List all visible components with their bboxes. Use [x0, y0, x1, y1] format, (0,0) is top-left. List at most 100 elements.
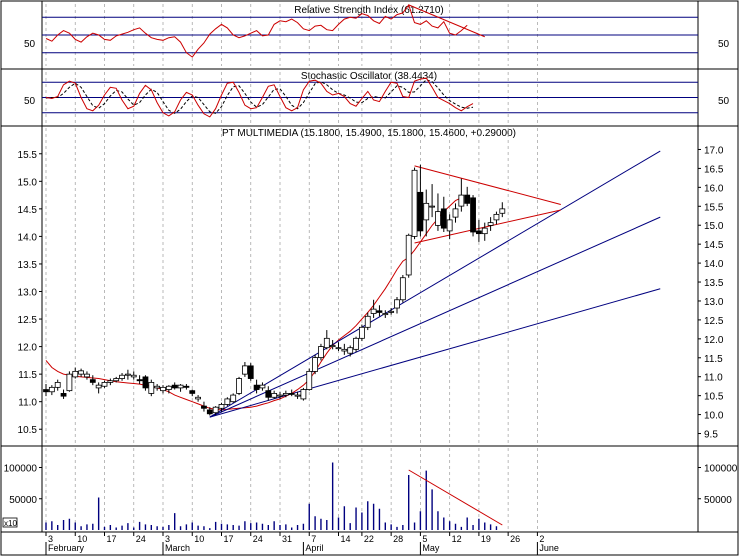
candle-body	[236, 378, 242, 394]
price-right-tick-label: 16.0	[704, 183, 724, 194]
candle-body	[95, 384, 102, 389]
time-axis-day-label: 3	[165, 534, 170, 544]
stochastic-left-50-label: 50	[24, 96, 36, 107]
candle-body	[113, 378, 120, 382]
time-axis-day-label: 17	[107, 534, 117, 544]
candle-body	[306, 370, 313, 390]
time-axis-day-label: 14	[341, 534, 351, 544]
candle-body	[493, 213, 500, 221]
rsi-trend-line-0	[408, 4, 485, 38]
price-right-tick-label: 9.5	[704, 430, 718, 441]
price-left-tick-label: 11.5	[18, 370, 37, 381]
stochastic-title: Stochastic Oscillator (38.4434)	[301, 71, 437, 82]
candle-body	[417, 191, 424, 232]
candle-body	[429, 205, 436, 208]
time-axis-day-label: 22	[364, 534, 374, 544]
candle-body	[247, 365, 254, 379]
rsi-right-50-label: 50	[718, 39, 730, 50]
candle-body	[107, 380, 114, 383]
candle-body	[347, 347, 354, 354]
time-axis-month-label: April	[305, 543, 323, 553]
price-triangle-upper-4	[414, 165, 561, 205]
price-trend-line-3	[209, 288, 661, 418]
price-trend-line-2	[209, 216, 661, 418]
price-left-tick-label: 13.5	[18, 260, 38, 271]
candle-body	[142, 376, 149, 389]
candle-body	[394, 299, 400, 309]
candle-body	[148, 381, 155, 394]
candle-body	[66, 373, 73, 392]
volume-right-tick-label: 100000	[704, 464, 738, 475]
time-axis-day-label: 12	[452, 534, 462, 544]
time-axis-day-label: 10	[194, 534, 204, 544]
candle-body	[177, 384, 184, 389]
candle-body	[341, 348, 348, 352]
time-axis-day-label: 3	[48, 534, 53, 544]
candle-body	[271, 393, 278, 398]
time-axis-day-label: 5	[422, 534, 427, 544]
candle-body	[119, 374, 125, 379]
candle-body	[382, 313, 389, 316]
stochastic-k-line	[45, 77, 474, 118]
price-left-tick-label: 13.0	[18, 288, 38, 299]
price-left-tick-label: 11.0	[18, 398, 37, 409]
candle-body	[277, 394, 283, 397]
stochastic-right-50-label: 50	[718, 96, 730, 107]
volume-left-tick-label: 100000	[4, 464, 38, 475]
candle-body	[312, 357, 319, 372]
candle-body	[475, 230, 482, 235]
candle-body	[241, 365, 248, 375]
candle-body	[370, 308, 377, 314]
candle-body	[171, 384, 178, 389]
price-right-tick-label: 13.5	[704, 278, 724, 289]
candle-body	[189, 390, 196, 394]
price-right-tick-label: 17.0	[704, 145, 724, 156]
candle-body	[101, 381, 108, 387]
candle-body	[224, 398, 231, 405]
candle-body	[282, 393, 289, 396]
price-left-tick-label: 12.5	[18, 315, 38, 326]
price-left-tick-label: 14.5	[18, 205, 38, 216]
candle-body	[487, 222, 494, 226]
price-right-tick-label: 12.5	[704, 316, 724, 327]
volume-left-tick-label: 50000	[9, 495, 37, 506]
candle-body	[452, 208, 459, 218]
candle-body	[160, 386, 166, 392]
price-right-tick-label: 15.0	[704, 221, 724, 232]
volume-unit-box	[2, 517, 18, 528]
candle-body	[183, 385, 190, 388]
candle-body	[125, 373, 131, 376]
plot-layer: 10.5 11.0 11.5 12.0 12.5 13.0 13.5 14.0 14.5 15.0…	[4, 3, 738, 555]
candle-body	[206, 409, 213, 415]
candle-body	[288, 393, 295, 395]
candle-body	[458, 194, 465, 207]
candle-body	[48, 386, 55, 393]
time-axis-day-label: 2	[539, 534, 544, 544]
candle-body	[440, 208, 447, 229]
time-axis-day-label: 7	[311, 534, 316, 544]
candle-body	[54, 381, 61, 388]
candle-body	[405, 234, 412, 276]
time-axis-day-label: 24	[253, 534, 263, 544]
candle-body	[323, 337, 330, 349]
price-left-tick-label: 15.5	[18, 150, 38, 161]
time-axis-day-label: 10	[77, 534, 87, 544]
volume-right-tick-label: 50000	[704, 495, 732, 506]
candle-body	[72, 370, 79, 378]
candle-body	[195, 396, 202, 400]
candle-body	[481, 227, 488, 235]
candle-body	[136, 379, 143, 382]
time-axis	[0, 531, 739, 556]
candle-body	[376, 310, 383, 313]
candle-body	[335, 347, 342, 350]
price-left-tick-label: 15.0	[18, 177, 38, 188]
candle-body	[353, 337, 359, 350]
price-triangle-lower-5	[414, 209, 561, 244]
candle-body	[165, 385, 172, 390]
time-axis-day-label: 26	[510, 534, 520, 544]
price-right-tick-label: 11.5	[704, 354, 723, 365]
time-axis-month-label: June	[539, 543, 559, 553]
price-title: PT MULTIMEDIA (15.1800, 15.4900, 15.1800…	[222, 128, 516, 139]
